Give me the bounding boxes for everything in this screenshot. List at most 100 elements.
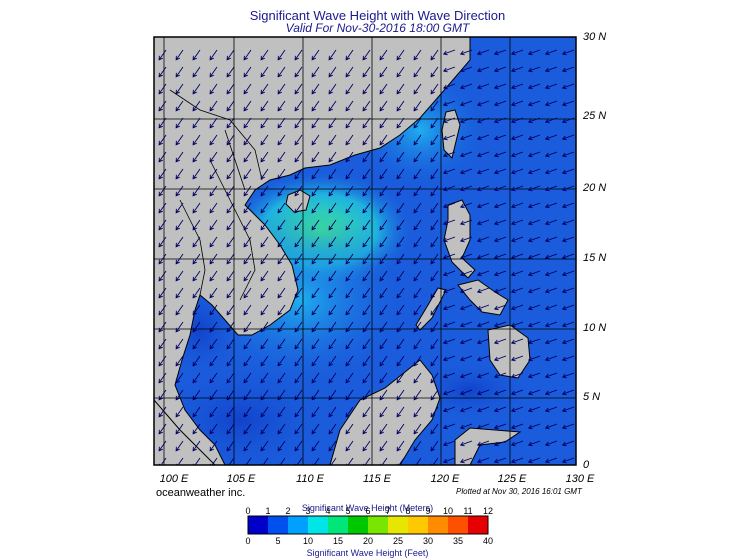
wave-arrow [158, 168, 167, 180]
wave-arrow [379, 389, 388, 401]
wave-arrow [413, 338, 422, 350]
wave-arrow [442, 117, 456, 124]
wave-arrow [345, 372, 354, 384]
wave-arrow [379, 185, 388, 197]
wave-arrow [243, 321, 252, 333]
wave-arrow [277, 406, 286, 418]
colorbar-tick-feet: 15 [332, 536, 343, 546]
wave-arrow [328, 168, 337, 180]
wave-arrow [561, 236, 575, 243]
wave-arrow [413, 423, 422, 435]
wave-arrow [493, 185, 507, 192]
wave-arrow [561, 253, 575, 260]
wave-arrow [527, 270, 541, 277]
wave-arrow [209, 406, 218, 418]
wave-arrow [243, 100, 252, 112]
wave-arrow [413, 83, 422, 95]
wave-arrow [277, 219, 286, 231]
wave-arrow [476, 151, 490, 158]
wave-arrow [260, 440, 269, 452]
wave-arrow [243, 49, 252, 61]
colorbar-segment [468, 516, 489, 534]
wave-arrow [362, 389, 371, 401]
colorbar-tick-meters: 6 [365, 506, 371, 516]
wave-arrow [396, 423, 405, 435]
wave-arrow [544, 66, 558, 73]
wave-arrow [345, 117, 354, 129]
wave-arrow [396, 100, 405, 112]
wave-arrow [430, 100, 439, 112]
wave-arrow [311, 457, 320, 465]
wave-arrow [294, 440, 303, 452]
wave-arrow [294, 134, 303, 146]
wave-arrow [442, 66, 456, 73]
wave-arrow [544, 83, 558, 90]
wave-arrow [243, 287, 252, 299]
wave-arrow [158, 406, 167, 418]
wave-arrow [527, 117, 541, 124]
wave-arrow [362, 372, 371, 384]
wave-arrow [192, 66, 201, 78]
wave-arrow [328, 253, 337, 265]
wave-arrow [209, 253, 218, 265]
wave-arrow [345, 270, 354, 282]
colorbar-tick-meters: 12 [482, 506, 493, 516]
wave-arrow [544, 117, 558, 124]
wave-arrow [277, 287, 286, 299]
wave-arrow [544, 219, 558, 226]
wave-arrow [442, 338, 456, 345]
wave-arrow [544, 457, 558, 464]
wave-arrow [209, 134, 218, 146]
wave-arrow [328, 304, 337, 316]
wave-arrow [396, 457, 405, 465]
wave-arrow [459, 236, 473, 243]
wave-arrow [476, 185, 490, 192]
wave-arrow [345, 338, 354, 350]
lat-label-25n: 25 N [583, 110, 607, 122]
wave-arrow [362, 185, 371, 197]
wave-arrow [260, 151, 269, 163]
wave-arrow [510, 49, 524, 56]
wave-arrow [260, 372, 269, 384]
wave-arrow [345, 168, 354, 180]
wave-arrow [192, 372, 201, 384]
hainan-island [285, 189, 311, 213]
wave-arrow [226, 168, 235, 180]
wave-arrow [209, 151, 218, 163]
wave-arrow [527, 338, 541, 345]
wave-arrow [561, 151, 575, 158]
wave-arrow [510, 202, 524, 209]
wave-arrow [226, 406, 235, 418]
wave-arrow [510, 389, 524, 396]
wave-arrow [362, 168, 371, 180]
wave-arrow [294, 49, 303, 61]
wave-arrow [345, 287, 354, 299]
wave-arrow [442, 49, 456, 56]
lat-label-0: 0 [583, 459, 590, 471]
wave-arrow [158, 270, 167, 282]
wave-arrow [442, 321, 456, 328]
lat-label-5n: 5 N [583, 391, 601, 403]
wave-arrow [277, 49, 286, 61]
wave-arrow [260, 134, 269, 146]
wave-arrow [459, 253, 473, 260]
wave-arrow [209, 49, 218, 61]
wave-arrow [430, 457, 439, 465]
wave-arrow [243, 151, 252, 163]
wave-arrow [243, 423, 252, 435]
wave-arrow [192, 236, 201, 248]
wave-arrow [209, 440, 218, 452]
wave-arrow [362, 66, 371, 78]
wave-arrow [243, 202, 252, 214]
wave-arrow [175, 134, 184, 146]
wave-arrow [527, 253, 541, 260]
wave-arrow [345, 202, 354, 214]
wave-arrow [476, 202, 490, 209]
wave-arrow [527, 389, 541, 396]
wave-arrow [277, 185, 286, 197]
wave-arrow [561, 168, 575, 175]
wave-arrow [311, 440, 320, 452]
wave-arrow [430, 321, 439, 333]
wave-arrow [379, 134, 388, 146]
wave-arrow [311, 49, 320, 61]
